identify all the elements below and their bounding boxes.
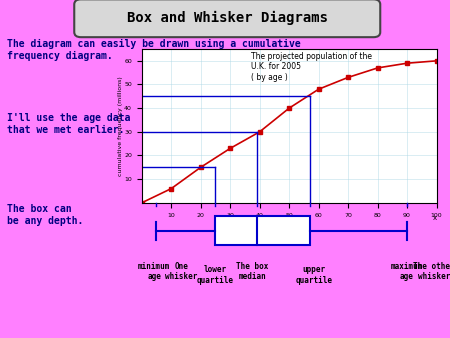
- Text: maximum
age: maximum age: [391, 262, 423, 281]
- Text: One
whisker: One whisker: [165, 262, 198, 281]
- Text: I'll use the age data
that we met earlier.: I'll use the age data that we met earlie…: [7, 113, 130, 135]
- Text: The box
median: The box median: [236, 262, 268, 281]
- Text: The box can
be any depth.: The box can be any depth.: [7, 204, 83, 226]
- Text: upper
quartile: upper quartile: [296, 265, 333, 285]
- Y-axis label: cumulative frequency (millions): cumulative frequency (millions): [118, 76, 123, 176]
- Text: The other
whisker: The other whisker: [413, 262, 450, 281]
- Text: Box and Whisker Diagrams: Box and Whisker Diagrams: [127, 11, 328, 25]
- FancyBboxPatch shape: [74, 0, 380, 37]
- Text: lower
quartile: lower quartile: [197, 265, 234, 285]
- Text: minimum
age: minimum age: [138, 262, 171, 281]
- Text: x: x: [432, 215, 436, 221]
- Text: The diagram can easily be drawn using a cumulative
frequency diagram.: The diagram can easily be drawn using a …: [7, 39, 301, 61]
- Text: The projected population of the
U.K. for 2005
( by age ): The projected population of the U.K. for…: [251, 52, 372, 82]
- Bar: [216, 216, 310, 245]
